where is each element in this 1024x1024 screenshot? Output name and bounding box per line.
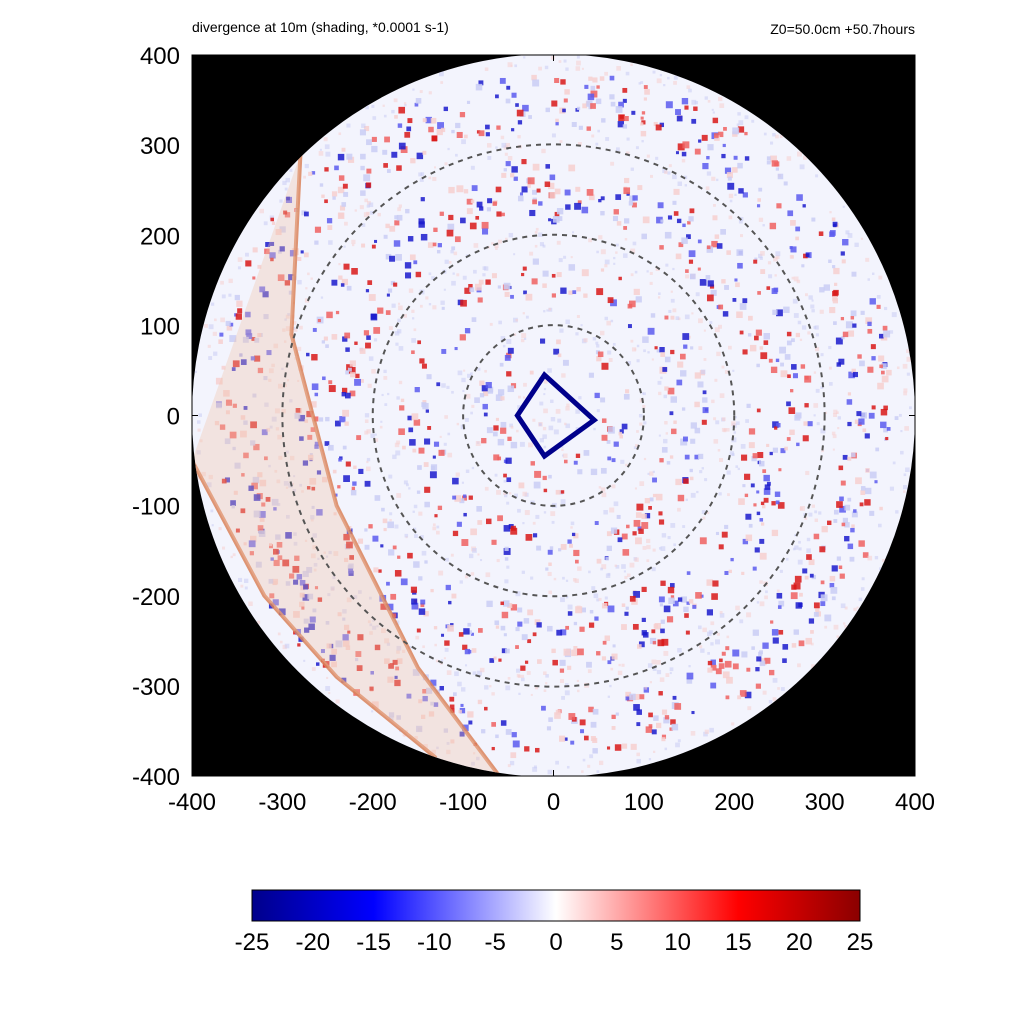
x-tick-label: -300 (258, 789, 306, 816)
x-tick-label: -400 (168, 789, 216, 816)
colorbar-tick-label: 20 (786, 929, 813, 956)
colorbar-tick-label: -25 (235, 929, 270, 956)
y-tick-label: 300 (140, 133, 180, 160)
colorbar-tick-label: 0 (549, 929, 562, 956)
colorbar-tick-label: 25 (847, 929, 874, 956)
track-line-1 (289, 154, 501, 777)
range-ring-200 (371, 233, 736, 598)
x-tick-label: 400 (895, 789, 935, 816)
track-band-region (192, 154, 500, 776)
run-info-label: Z0=50.0cm +50.7hours (770, 21, 915, 37)
colorbar-tick-label: 5 (610, 929, 623, 956)
colorbar-tick-label: 10 (664, 929, 691, 956)
y-tick-label: -400 (132, 764, 180, 791)
range-ring-300 (281, 143, 826, 688)
colorbar-tick-label: 15 (725, 929, 752, 956)
divergence-field (194, 55, 912, 775)
y-tick-label: -100 (132, 494, 180, 521)
y-tick-label: 400 (140, 43, 180, 70)
x-tick-label: -200 (349, 789, 397, 816)
range-ring-100 (462, 324, 645, 507)
colorbar-tick-label: -15 (356, 929, 391, 956)
x-tick-label: 100 (624, 789, 664, 816)
y-tick-label: -200 (132, 584, 180, 611)
y-tick-label: 100 (140, 313, 180, 340)
x-tick-label: 300 (805, 789, 845, 816)
y-tick-label: 0 (167, 404, 180, 431)
x-tick-label: 0 (547, 789, 560, 816)
eyewall-square (514, 371, 599, 460)
y-tick-label: 200 (140, 223, 180, 250)
colorbar-tick-label: -5 (485, 929, 506, 956)
x-tick-label: -100 (439, 789, 487, 816)
chart-title: divergence at 10m (shading, *0.0001 s-1) (192, 19, 449, 35)
domain-disk (192, 54, 915, 777)
track-line-2 (192, 459, 438, 760)
colorbar (251, 889, 861, 922)
y-tick-label: -300 (132, 674, 180, 701)
colorbar-tick-label: -10 (417, 929, 452, 956)
colorbar-tick-label: -20 (295, 929, 330, 956)
x-tick-label: 200 (714, 789, 754, 816)
